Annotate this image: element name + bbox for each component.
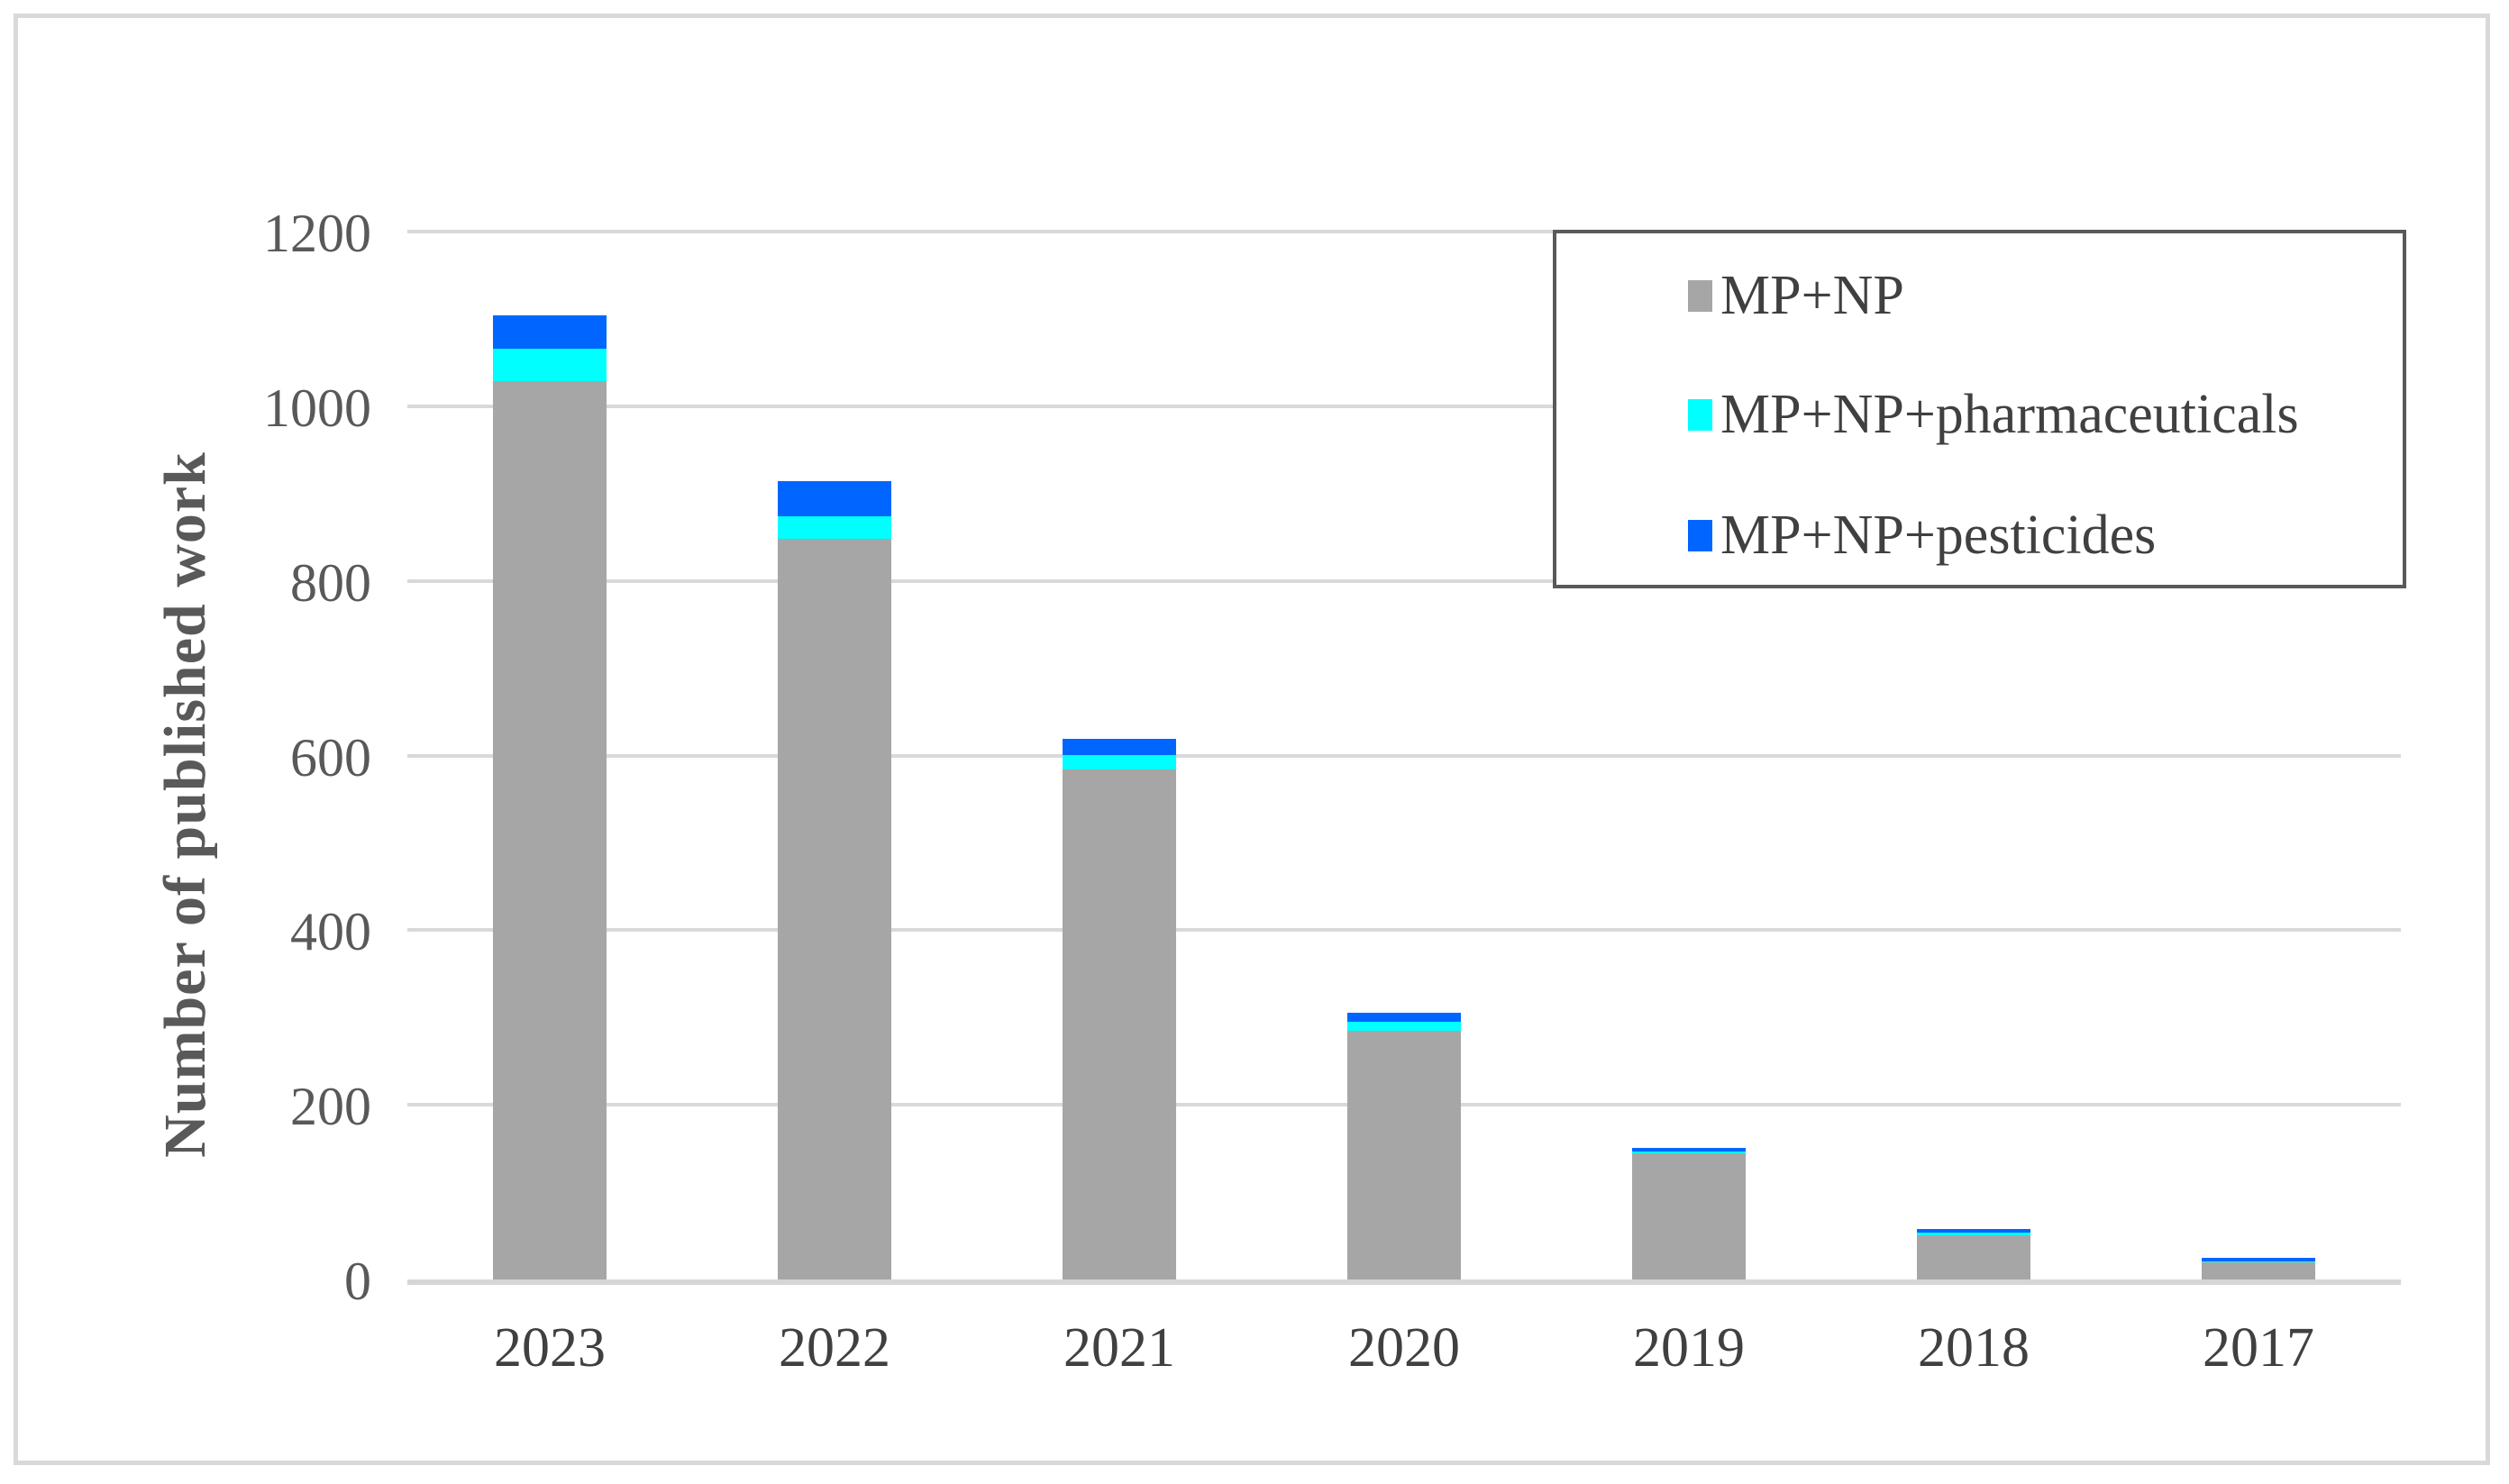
legend-label: MP+NP+pesticides xyxy=(1720,505,2157,566)
grid-line xyxy=(407,753,2401,758)
bar-segment-2018 xyxy=(1917,1234,2030,1279)
legend-swatch-icon xyxy=(1688,398,1712,431)
bar-segment-2020 xyxy=(1347,1022,1461,1031)
bar-segment-2022 xyxy=(778,515,891,540)
bar-segment-2022 xyxy=(778,539,891,1279)
bar-segment-2022 xyxy=(778,481,891,516)
x-axis-label: 2018 xyxy=(1918,1317,2030,1379)
legend-swatch-icon xyxy=(1688,279,1712,312)
legend-item: MP+NP+pesticides xyxy=(1688,505,2157,566)
x-axis-label: 2017 xyxy=(2203,1317,2314,1379)
bar-segment-2019 xyxy=(1632,1147,1746,1152)
bar-segment-2023 xyxy=(493,380,607,1279)
bar-segment-2017 xyxy=(2202,1261,2315,1262)
y-tick-label: 800 xyxy=(290,552,371,613)
bar-segment-2023 xyxy=(493,315,607,349)
y-tick-label: 1000 xyxy=(263,378,371,438)
legend-label: MP+NP xyxy=(1720,265,1904,326)
x-axis-label: 2020 xyxy=(1348,1317,1460,1379)
grid-line xyxy=(407,404,2401,408)
legend-item: MP+NP xyxy=(1688,265,1904,326)
bar-segment-2021 xyxy=(1063,769,1176,1279)
y-tick-label: 0 xyxy=(344,1252,371,1311)
y-tick-label: 400 xyxy=(290,902,371,962)
legend-label: MP+NP+pharmaceuticals xyxy=(1720,384,2299,445)
bar-segment-2018 xyxy=(1917,1232,2030,1235)
bar-segment-2018 xyxy=(1917,1228,2030,1233)
grid-line xyxy=(407,928,2401,933)
bar-segment-2020 xyxy=(1347,1013,1461,1023)
bar-segment-2023 xyxy=(493,348,607,381)
x-axis-label: 2021 xyxy=(1063,1317,1175,1379)
legend-item: MP+NP+pharmaceuticals xyxy=(1688,384,2299,445)
grid-line xyxy=(407,230,2401,233)
x-axis-label: 2022 xyxy=(779,1317,890,1379)
grid-line xyxy=(407,578,2401,583)
legend-swatch-icon xyxy=(1688,519,1712,551)
bar-segment-2021 xyxy=(1063,754,1176,769)
bar-segment-2021 xyxy=(1063,739,1176,755)
bar-segment-2017 xyxy=(2202,1257,2315,1261)
bar-segment-2019 xyxy=(1632,1151,1746,1154)
bar-segment-2020 xyxy=(1347,1030,1461,1279)
y-tick-label: 200 xyxy=(290,1077,371,1137)
bar-segment-2019 xyxy=(1632,1153,1746,1279)
x-axis-line xyxy=(407,1279,2401,1285)
x-axis-label: 2019 xyxy=(1633,1317,1745,1379)
y-tick-label: 1200 xyxy=(263,204,371,263)
y-tick-label: 600 xyxy=(290,727,371,788)
legend: MP+NP MP+NP+pharmaceuticals MP+NP+pesticid… xyxy=(1553,230,2406,588)
x-axis-label: 2023 xyxy=(494,1317,606,1379)
bar-segment-2017 xyxy=(2202,1261,2315,1279)
